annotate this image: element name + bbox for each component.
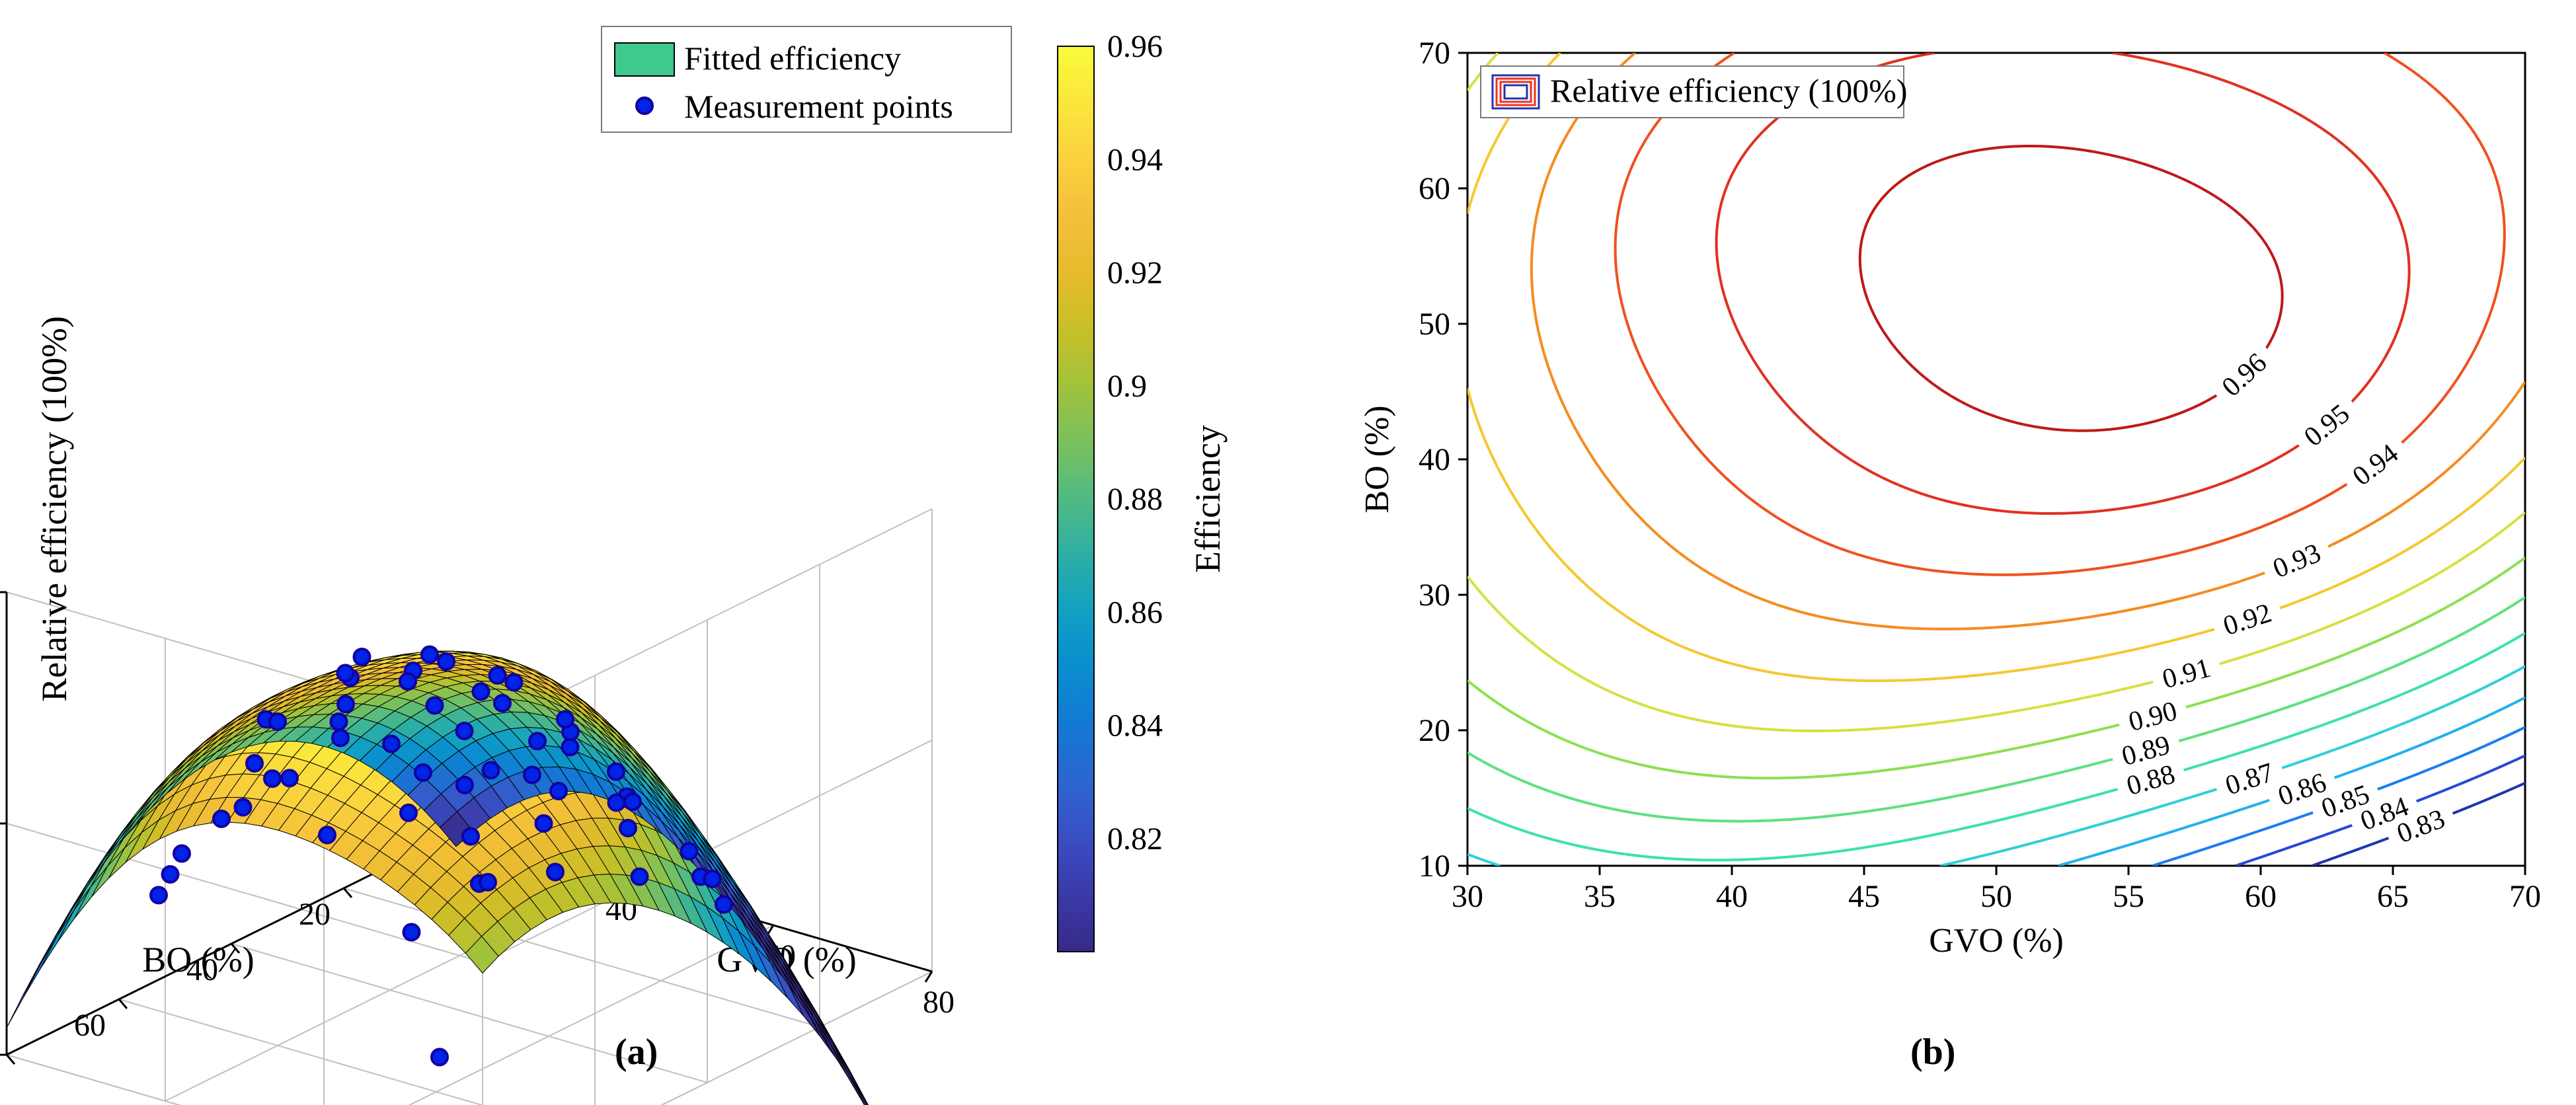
svg-text:65: 65: [2377, 879, 2409, 914]
svg-text:0.82: 0.82: [1107, 821, 1163, 857]
svg-text:Measurement points: Measurement points: [684, 88, 953, 125]
svg-text:0.92: 0.92: [1107, 256, 1163, 291]
svg-text:30: 30: [1452, 879, 1483, 914]
figure-root: 204060800204060800.80.91GVO (%)BO (%)Rel…: [0, 0, 2576, 1105]
svg-text:20: 20: [1419, 713, 1450, 748]
svg-text:Fitted efficiency: Fitted efficiency: [684, 40, 901, 77]
svg-text:80: 80: [923, 985, 955, 1020]
svg-text:0.94: 0.94: [1107, 142, 1163, 177]
svg-text:0.84: 0.84: [1107, 708, 1163, 743]
svg-text:20: 20: [299, 897, 331, 932]
panel-b-caption: (b): [1910, 1031, 1955, 1073]
svg-text:10: 10: [1419, 849, 1450, 884]
panel-b-contour: 30354045505560657010203040506070GVO (%)B…: [1342, 40, 2545, 978]
contour-labels: 0.830.840.850.860.870.880.890.900.910.92…: [2108, 338, 2459, 853]
panel-b-svg: 30354045505560657010203040506070GVO (%)B…: [1342, 40, 2545, 978]
panel-a-zlabel: Relative efficiency (100%): [34, 316, 74, 702]
svg-text:60: 60: [74, 1008, 106, 1043]
svg-text:35: 35: [1584, 879, 1616, 914]
svg-text:50: 50: [1419, 307, 1450, 342]
surface-mesh: [7, 651, 932, 1105]
contour-ylabel: BO (%): [1358, 405, 1396, 513]
svg-text:Relative efficiency (100%): Relative efficiency (100%): [1550, 72, 1908, 109]
panel-a-3d-surface: 204060800204060800.80.91GVO (%)BO (%)Rel…: [26, 7, 1269, 1011]
svg-text:0.91: 0.91: [2159, 653, 2214, 695]
svg-text:0.88: 0.88: [1107, 482, 1163, 517]
panel-a-caption: (a): [615, 1031, 658, 1073]
svg-text:30: 30: [1419, 578, 1450, 613]
svg-text:40: 40: [1419, 442, 1450, 477]
svg-text:0.92: 0.92: [2220, 598, 2275, 642]
svg-text:55: 55: [2113, 879, 2144, 914]
svg-text:45: 45: [1848, 879, 1880, 914]
svg-text:50: 50: [1980, 879, 2012, 914]
svg-text:0.86: 0.86: [1107, 595, 1163, 630]
colorbar: [1058, 46, 1094, 952]
svg-text:70: 70: [1419, 36, 1450, 71]
svg-text:60: 60: [1419, 171, 1450, 206]
contour-xlabel: GVO (%): [1929, 922, 2064, 960]
colorbar-label: Efficiency: [1188, 425, 1228, 573]
svg-text:BO (%): BO (%): [142, 940, 254, 979]
svg-text:70: 70: [2509, 879, 2541, 914]
svg-text:0.9: 0.9: [1107, 369, 1147, 404]
svg-text:40: 40: [1716, 879, 1748, 914]
svg-text:60: 60: [2245, 879, 2277, 914]
panel-a-svg: 204060800204060800.80.91GVO (%)BO (%)Rel…: [26, 7, 1269, 1011]
svg-text:0.96: 0.96: [1107, 29, 1163, 64]
